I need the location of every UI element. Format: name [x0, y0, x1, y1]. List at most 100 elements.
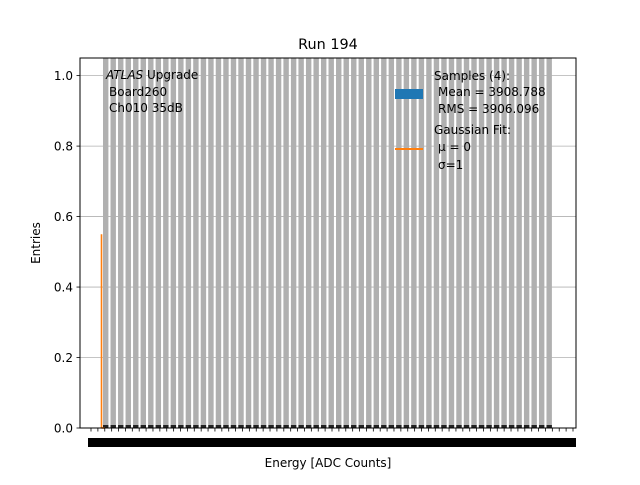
histogram-bar: [403, 58, 410, 428]
y-tick-label: 0.0: [54, 422, 73, 436]
baseline-dash: [200, 425, 207, 428]
baseline-dash: [223, 425, 229, 428]
histogram-bar: [388, 58, 395, 428]
histogram-bar: [283, 58, 289, 428]
y-tick-label: 1.0: [54, 69, 73, 83]
histogram-bar: [290, 58, 297, 428]
histogram-bar: [486, 58, 492, 428]
baseline-dash: [493, 425, 500, 428]
baseline-dashes: [103, 425, 552, 428]
x-axis-label: Energy [ADC Counts]: [265, 456, 392, 470]
y-tick-label: 0.8: [54, 140, 73, 154]
baseline-dash: [328, 425, 334, 428]
chart-title: Run 194: [298, 37, 358, 53]
histogram-bar: [155, 58, 162, 428]
gridlines: [80, 75, 576, 358]
legend-histogram-swatch: [395, 89, 423, 99]
histogram-bar: [170, 58, 177, 428]
histogram-bar: [418, 58, 425, 428]
baseline-dash: [170, 425, 177, 428]
histogram-bar: [320, 58, 327, 428]
legend-fit-sigma: σ=1: [438, 158, 463, 172]
histogram-bar: [516, 58, 522, 428]
baseline-dash: [396, 425, 402, 428]
histogram-bar: [433, 58, 440, 428]
baseline-dash: [238, 425, 244, 428]
histogram-bar: [268, 58, 274, 428]
baseline-dash: [463, 425, 470, 428]
histogram-bar: [493, 58, 500, 428]
baseline-dash: [230, 425, 237, 428]
histogram-bar: [230, 58, 237, 428]
baseline-dash: [411, 425, 417, 428]
baseline-dash: [133, 425, 139, 428]
baseline-dash: [486, 425, 492, 428]
histogram-bar: [185, 58, 192, 428]
histogram-bar: [193, 58, 199, 428]
legend-histogram-mean: Mean = 3908.788: [438, 85, 546, 99]
histogram-bar: [253, 58, 259, 428]
legend-histogram-name: Samples (4):: [434, 69, 510, 83]
histogram-bar: [366, 58, 372, 428]
baseline-dash: [305, 425, 312, 428]
histogram-bar: [305, 58, 312, 428]
histogram-bar: [328, 58, 334, 428]
baseline-dash: [426, 425, 432, 428]
histogram-bar: [148, 58, 154, 428]
histogram-bar: [275, 58, 282, 428]
histogram-bar: [441, 58, 447, 428]
histogram-bar: [373, 58, 380, 428]
histogram-bar: [125, 58, 131, 428]
baseline-dash: [245, 425, 252, 428]
histogram-bar: [471, 58, 477, 428]
baseline-dash: [320, 425, 327, 428]
baseline-dash: [148, 425, 154, 428]
histogram-bar: [118, 58, 124, 428]
baseline-dash: [275, 425, 282, 428]
histogram-bar: [298, 58, 304, 428]
y-tick-label: 0.6: [54, 210, 73, 224]
baseline-dash: [283, 425, 289, 428]
histogram-bar: [351, 58, 357, 428]
y-axis-label: Entries: [29, 222, 43, 264]
baseline-dash: [508, 425, 515, 428]
histogram-bar: [478, 58, 485, 428]
baseline-dash: [215, 425, 222, 428]
histogram-bar: [140, 58, 146, 428]
baseline-dash: [193, 425, 199, 428]
annotation-suffix: Upgrade: [143, 68, 198, 82]
histogram-bar: [208, 58, 214, 428]
baseline-dash: [478, 425, 485, 428]
histogram-bar: [343, 58, 349, 428]
baseline-dash: [155, 425, 162, 428]
baseline-dash: [290, 425, 297, 428]
histogram-bar: [215, 58, 222, 428]
histogram-bar: [396, 58, 402, 428]
histogram-bar: [260, 58, 267, 428]
histogram-bars: [103, 58, 552, 428]
baseline-dash: [110, 425, 116, 428]
histogram-bar: [223, 58, 229, 428]
histogram-bar: [448, 58, 455, 428]
legend: Samples (4): Mean = 3908.788 RMS = 3906.…: [395, 69, 546, 172]
histogram-bar: [200, 58, 207, 428]
x-tick-labels-overlap: [88, 438, 576, 447]
histogram-bar: [531, 58, 537, 428]
baseline-dash: [381, 425, 387, 428]
baseline-dash: [313, 425, 319, 428]
baseline-dash: [448, 425, 455, 428]
histogram-bar: [546, 58, 552, 428]
baseline-dash: [418, 425, 425, 428]
baseline-dash: [366, 425, 372, 428]
baseline-dash: [268, 425, 274, 428]
baseline-dash: [351, 425, 357, 428]
y-tick-label: 0.2: [54, 351, 73, 365]
legend-histogram-rms: RMS = 3906.096: [438, 102, 539, 116]
annotation-experiment-line: ATLAS Upgrade: [105, 68, 198, 82]
baseline-dash: [298, 425, 304, 428]
histogram-bar: [103, 58, 109, 428]
histogram-bar: [463, 58, 470, 428]
annotation-block: ATLAS Upgrade Board260 Ch010 35dB: [105, 68, 198, 115]
histogram-bar: [313, 58, 319, 428]
